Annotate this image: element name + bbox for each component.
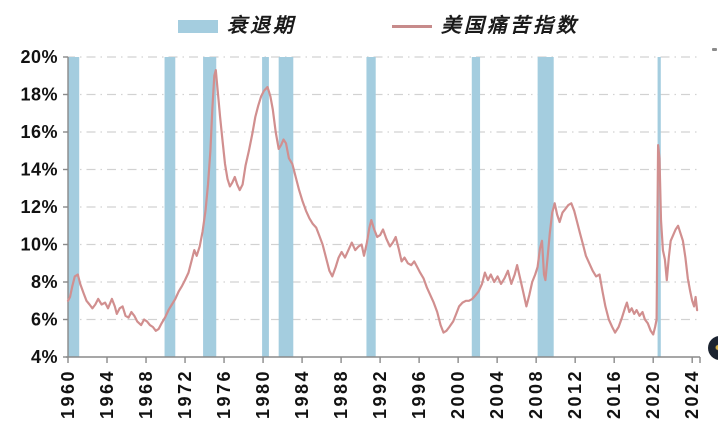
svg-text:8%: 8%: [31, 272, 58, 292]
legend-recession-label: 衰退期: [227, 15, 296, 37]
svg-text:2020: 2020: [643, 369, 663, 419]
svg-text:2004: 2004: [487, 369, 507, 419]
svg-text:2000: 2000: [448, 369, 468, 419]
svg-text:1984: 1984: [292, 369, 312, 419]
recession-bands: [68, 57, 661, 357]
recession-band-swatch: [178, 19, 218, 33]
cropped-corner-logo: [708, 336, 718, 360]
x-axis: 1960 1964 1968 1972 1976 1980 1984 1988 1992 1996…: [58, 357, 702, 419]
svg-text:2008: 2008: [526, 369, 546, 419]
svg-text:4%: 4%: [31, 347, 58, 367]
series-line-swatch: [392, 24, 432, 28]
svg-text:6%: 6%: [31, 310, 58, 330]
svg-text:20%: 20%: [20, 47, 58, 67]
legend-series-label: 美国痛苦指数: [441, 15, 579, 37]
svg-text:1980: 1980: [253, 369, 273, 419]
svg-text:1964: 1964: [97, 369, 117, 419]
gridlines: [66, 56, 700, 321]
svg-text:1976: 1976: [214, 369, 234, 419]
misery-index-line: [66, 68, 699, 336]
svg-text:1996: 1996: [409, 369, 429, 419]
svg-text:1968: 1968: [136, 369, 156, 419]
legend-item-misery-index: 美国痛苦指数: [392, 14, 579, 38]
svg-text:1972: 1972: [175, 369, 195, 419]
svg-text:16%: 16%: [20, 122, 58, 142]
y-axis: 20% 18% 16% 14% 12% 10% 8% 6% 4%: [20, 47, 68, 367]
svg-text:12%: 12%: [20, 197, 58, 217]
svg-text:2016: 2016: [604, 369, 624, 419]
svg-text:1988: 1988: [331, 369, 351, 419]
svg-text:14%: 14%: [20, 160, 58, 180]
svg-text:2012: 2012: [565, 369, 585, 419]
legend-item-recession: 衰退期: [178, 14, 296, 38]
cropped-right-edge-mark: [712, 48, 717, 51]
svg-text:10%: 10%: [20, 235, 58, 255]
chart-legend: 衰退期 美国痛苦指数: [0, 0, 718, 46]
svg-text:2024: 2024: [682, 369, 702, 419]
svg-text:1992: 1992: [370, 369, 390, 419]
svg-text:1960: 1960: [58, 369, 78, 419]
svg-text:18%: 18%: [20, 85, 58, 105]
